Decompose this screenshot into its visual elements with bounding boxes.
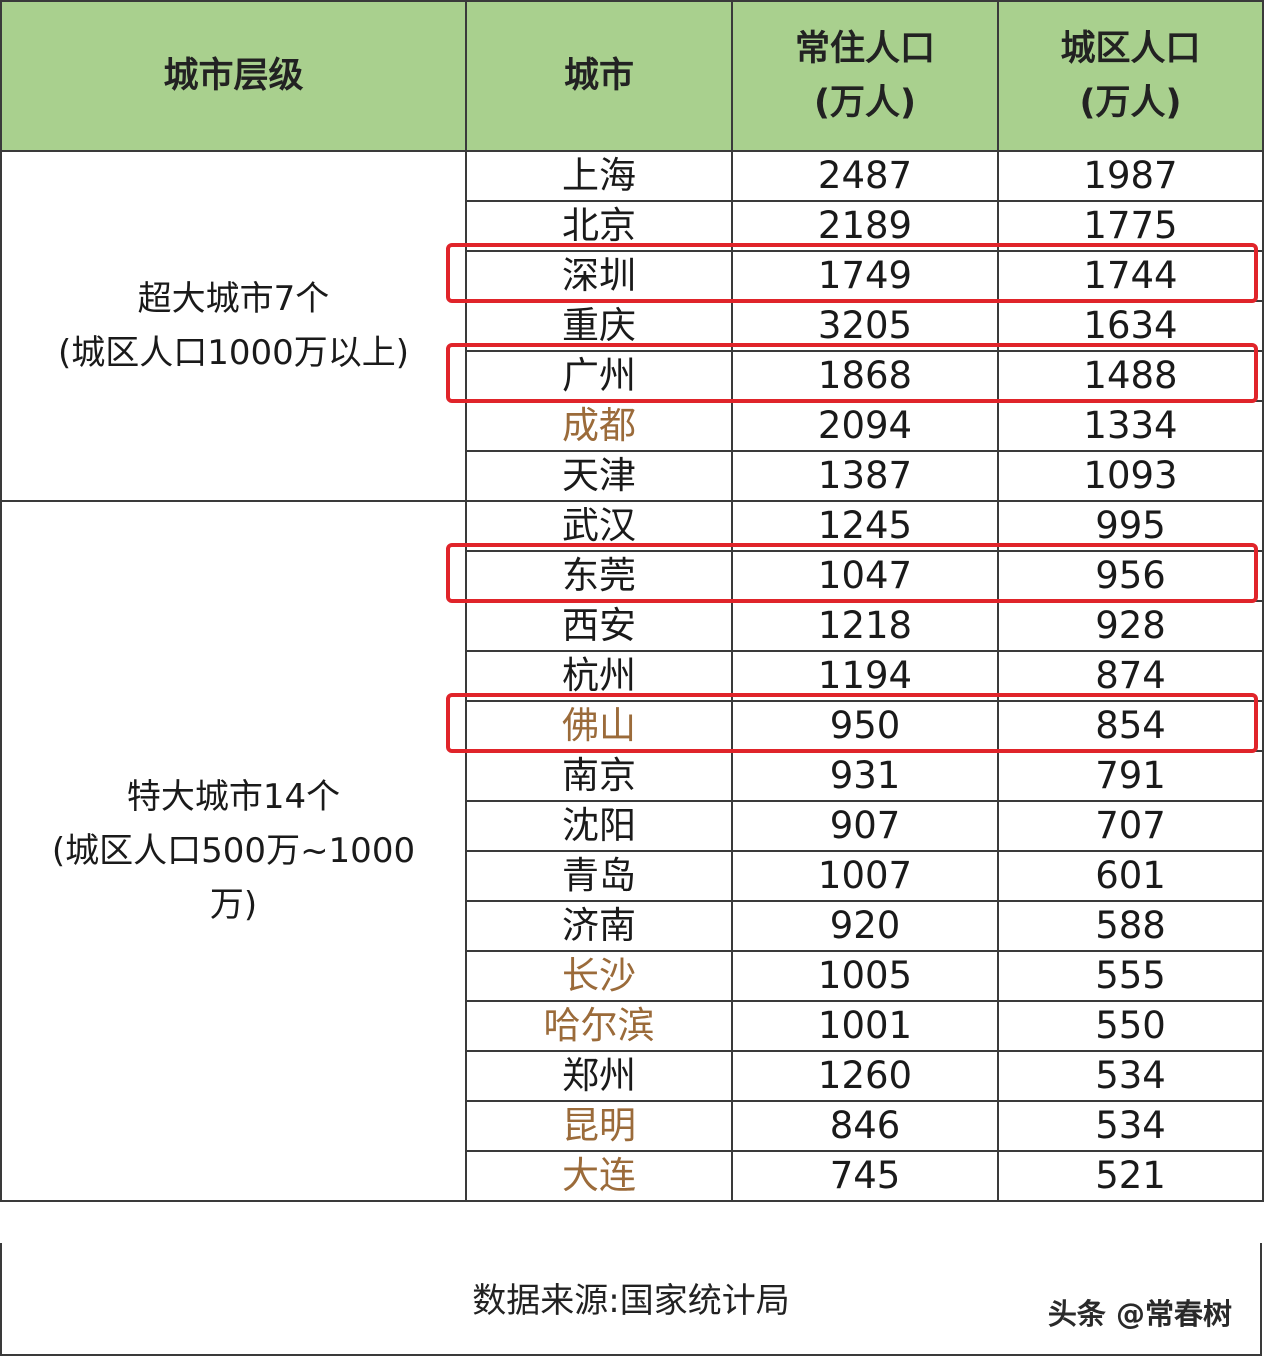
resident-population-cell: 920 [731, 900, 999, 952]
city-name-cell: 青岛 [465, 850, 733, 902]
urban-population-cell: 550 [997, 1000, 1264, 1052]
table-row: 特大城市14个 (城区人口500万~1000 万) 武汉 1245 995 [0, 500, 1264, 1202]
city-name-cell: 广州 [465, 350, 733, 402]
resident-population-cell: 745 [731, 1150, 999, 1202]
highlight-box [446, 343, 1258, 403]
urban-population-cell: 1334 [997, 400, 1264, 452]
urban-population-cell: 1093 [997, 450, 1264, 502]
resident-population-cell: 2094 [731, 400, 999, 452]
tier-label-line-3: 万) [209, 885, 258, 925]
urban-population-cell: 854 [997, 700, 1264, 752]
table-header: 城市层级 城市 常住人口 (万人) 城区人口 (万人) [0, 0, 1264, 152]
urban-population-cell: 534 [997, 1100, 1264, 1152]
table-row: 佛山 950 854 [1, 700, 1264, 752]
urban-population-cell: 601 [997, 850, 1264, 902]
table-row: 天津 1387 1093 [1, 450, 1264, 502]
table-row: 哈尔滨 1001 550 [1, 1000, 1264, 1052]
city-name-cell: 哈尔滨 [465, 1000, 733, 1052]
header-tier-label: 城市层级 [163, 56, 304, 96]
resident-population-cell: 1260 [731, 1050, 999, 1102]
urban-population-cell: 534 [997, 1050, 1264, 1102]
city-population-table: 城市层级 城市 常住人口 (万人) 城区人口 (万人) 超大城市7个 (城区人口1… [0, 0, 1264, 1202]
header-resident-unit: (万人) [814, 83, 916, 123]
urban-population-cell: 1744 [997, 250, 1264, 302]
tier-cell: 超大城市7个 (城区人口1000万以上) [0, 150, 467, 502]
tier-cell: 特大城市14个 (城区人口500万~1000 万) [0, 500, 467, 1202]
highlight-box [446, 243, 1258, 303]
urban-population-cell: 521 [997, 1150, 1264, 1202]
resident-population-cell: 1007 [731, 850, 999, 902]
resident-population-cell: 931 [731, 750, 999, 802]
city-name-cell: 西安 [465, 600, 733, 652]
urban-population-cell: 588 [997, 900, 1264, 952]
resident-population-cell: 907 [731, 800, 999, 852]
urban-population-cell: 928 [997, 600, 1264, 652]
resident-population-cell: 1047 [731, 550, 999, 602]
header-urban-unit: (万人) [1079, 83, 1182, 123]
table-row: 广州 1868 1488 [1, 350, 1264, 402]
urban-population-cell: 1488 [997, 350, 1264, 402]
city-name-cell: 成都 [465, 400, 733, 452]
author-watermark: 头条 @常春树 [1047, 1297, 1232, 1331]
city-name-cell: 佛山 [465, 700, 733, 752]
header-tier: 城市层级 [0, 0, 467, 152]
resident-population-cell: 1001 [731, 1000, 999, 1052]
highlight-box [446, 543, 1258, 603]
tier-label-line-2: (城区人口500万~1000 [51, 831, 416, 871]
table-row: 深圳 1749 1744 [1, 250, 1264, 302]
header-city-label: 城市 [563, 56, 634, 96]
header-resident-label: 常住人口 [794, 29, 935, 69]
urban-population-cell: 791 [997, 750, 1264, 802]
city-name-cell: 大连 [465, 1150, 733, 1202]
header-urban-population: 城区人口 (万人) [997, 0, 1264, 152]
city-name-cell: 沈阳 [465, 800, 733, 852]
data-source-note: 数据来源:国家统计局 [472, 1281, 790, 1321]
tier-label-line-1: 特大城市14个 [126, 777, 341, 817]
tier-label-line-1: 超大城市7个 [137, 279, 330, 319]
city-name-cell: 长沙 [465, 950, 733, 1002]
city-name-cell: 上海 [465, 150, 733, 202]
table-row: 沈阳 907 707 [1, 800, 1264, 852]
city-name-cell: 深圳 [465, 250, 733, 302]
header-urban-label: 城区人口 [1060, 29, 1201, 69]
table-row: 超大城市7个 (城区人口1000万以上) 上海 2487 1987 [0, 150, 1264, 502]
city-name-cell: 济南 [465, 900, 733, 952]
table-body: 超大城市7个 (城区人口1000万以上) 上海 2487 1987 北京 2189 1775 深… [0, 150, 1264, 1202]
table-row: 成都 2094 1334 [1, 400, 1264, 452]
resident-population-cell: 1218 [731, 600, 999, 652]
header-resident-population: 常住人口 (万人) [731, 0, 999, 152]
header-city: 城市 [465, 0, 733, 152]
city-name-cell: 昆明 [465, 1100, 733, 1152]
resident-population-cell: 1387 [731, 450, 999, 502]
table-row: 大连 745 521 [1, 1150, 1264, 1202]
table-row: 昆明 846 534 [1, 1100, 1264, 1152]
urban-population-cell: 1987 [997, 150, 1264, 202]
resident-population-cell: 950 [731, 700, 999, 752]
table-row: 济南 920 588 [1, 900, 1264, 952]
table-footer: 数据来源:国家统计局 头条 @常春树 [0, 1243, 1262, 1356]
city-name-cell: 南京 [465, 750, 733, 802]
urban-population-cell: 707 [997, 800, 1264, 852]
table-row: 长沙 1005 555 [1, 950, 1264, 1002]
resident-population-cell: 2487 [731, 150, 999, 202]
city-name-cell: 郑州 [465, 1050, 733, 1102]
resident-population-cell: 846 [731, 1100, 999, 1152]
urban-population-cell: 956 [997, 550, 1264, 602]
header-row: 城市层级 城市 常住人口 (万人) 城区人口 (万人) [0, 0, 1264, 152]
resident-population-cell: 1005 [731, 950, 999, 1002]
city-name-cell: 天津 [465, 450, 733, 502]
table-row: 郑州 1260 534 [1, 1050, 1264, 1102]
table-row: 青岛 1007 601 [1, 850, 1264, 902]
resident-population-cell: 1749 [731, 250, 999, 302]
table-row: 西安 1218 928 [1, 600, 1264, 652]
tier-label-line-2: (城区人口1000万以上) [57, 333, 410, 373]
urban-population-cell: 555 [997, 950, 1264, 1002]
highlight-box [446, 693, 1258, 753]
